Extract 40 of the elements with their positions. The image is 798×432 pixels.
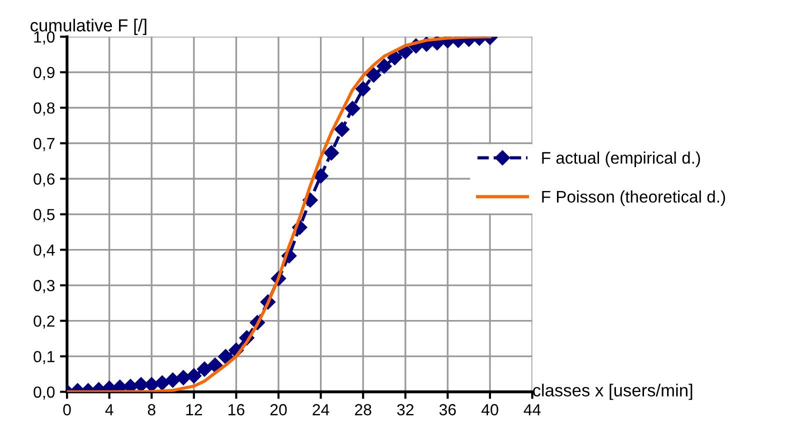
point: [196, 362, 212, 377]
point: [313, 168, 328, 184]
x-tick-label: 8: [148, 404, 156, 416]
x-tick-label: 16: [228, 404, 244, 416]
point: [376, 58, 392, 74]
x-tick-label: 20: [270, 404, 287, 416]
legend-label: F actual (empirical d.): [542, 152, 700, 168]
x-tick-label: 12: [186, 404, 202, 416]
point: [334, 122, 350, 137]
y-tick-label: 0,5: [34, 208, 55, 222]
y-tick-label: 0,8: [34, 102, 55, 116]
point: [186, 368, 202, 384]
point: [207, 358, 223, 373]
y-tick-label: 0,0: [34, 386, 55, 400]
x-tick-label: 44: [524, 404, 541, 416]
y-tick-label: 0,9: [34, 66, 54, 80]
y-tick-label: 0,3: [34, 280, 55, 294]
point: [344, 100, 360, 116]
y-tick-label: 0,4: [34, 244, 55, 258]
point: [324, 145, 339, 160]
x-axis-title: classes x [users/min]: [533, 384, 692, 400]
point: [165, 372, 180, 388]
point: [366, 68, 382, 83]
y-tick-label: 0,1: [34, 350, 54, 364]
legend-label: F Poisson (theoretical d.): [542, 190, 726, 206]
point: [218, 349, 234, 364]
x-tick-label: 0: [63, 404, 71, 416]
x-tick-label: 24: [312, 404, 330, 416]
y-tick-label: 0,2: [34, 315, 54, 329]
point: [387, 50, 402, 66]
x-tick-label: 40: [481, 404, 498, 416]
point: [176, 370, 191, 386]
x-tick-label: 28: [355, 404, 372, 416]
y-tick-label: 0,6: [34, 173, 55, 187]
y-tick-label: 0,7: [34, 138, 54, 152]
point: [154, 375, 170, 391]
x-tick-label: 36: [439, 404, 456, 416]
x-tick-label: 32: [397, 404, 414, 416]
point: [356, 81, 371, 96]
x-tick-label: 4: [105, 404, 114, 416]
